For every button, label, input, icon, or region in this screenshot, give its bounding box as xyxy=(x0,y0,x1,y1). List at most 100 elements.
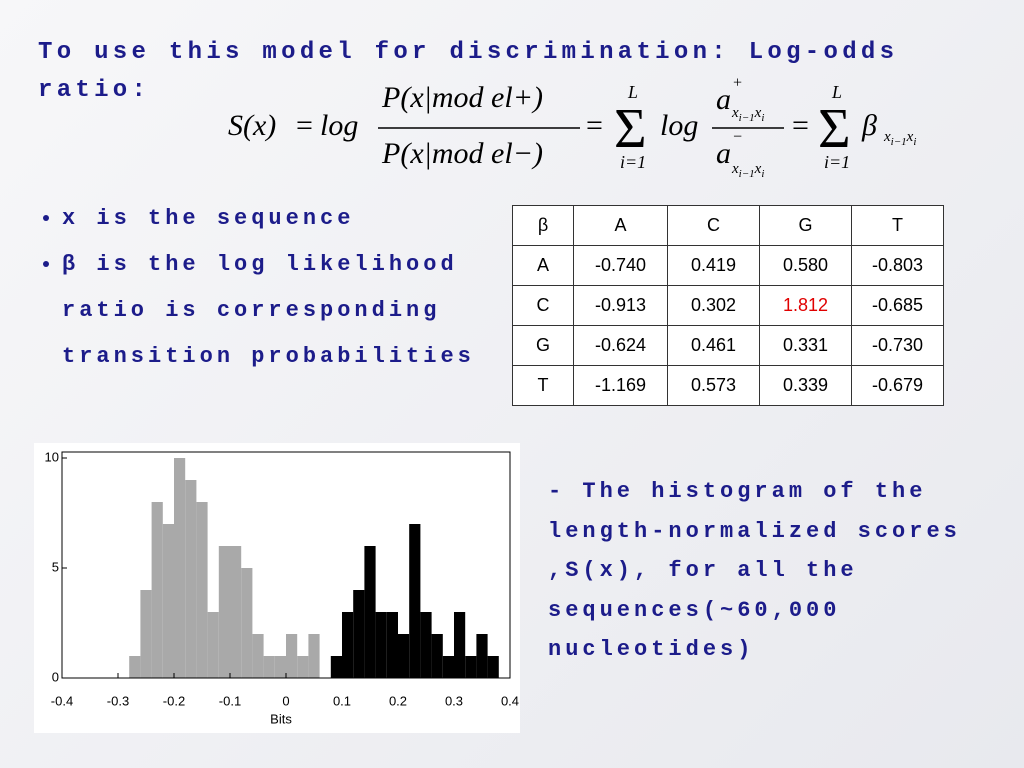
x-tick-label: 0.2 xyxy=(389,693,407,708)
hist-bar xyxy=(274,656,286,678)
caption-line: - The histogram of the xyxy=(548,479,927,504)
bullet: β is the log likelihood ratio is corresp… xyxy=(62,242,532,380)
eq-subscript: i−1 xyxy=(739,168,755,180)
table-cell: 0.419 xyxy=(667,245,760,286)
x-axis-label: Bits xyxy=(270,711,292,726)
table-cell: C xyxy=(512,285,574,326)
beta-table: β A C G T A -0.740 0.419 0.580 -0.803 C -0.913 0.302… xyxy=(512,205,944,406)
table-cell: 0.461 xyxy=(667,325,760,366)
x-tick-label: 0.1 xyxy=(333,693,351,708)
x-tick-label: -0.1 xyxy=(219,693,241,708)
hist-bar xyxy=(442,656,454,678)
bullet: x is the sequence xyxy=(62,196,532,242)
bullet-list: x is the sequence β is the log likelihoo… xyxy=(40,196,532,380)
eq-subscript: x xyxy=(906,129,914,145)
eq-text: P(x|mod el+) xyxy=(381,81,543,114)
table-header-cell: β xyxy=(512,205,574,246)
eq-subscript: x xyxy=(754,161,762,177)
hist-bar xyxy=(252,634,264,678)
hist-bar xyxy=(409,524,421,678)
eq-text: P(x|mod el−) xyxy=(381,137,543,170)
table-cell: 0.573 xyxy=(667,365,760,406)
x-tick-label: -0.3 xyxy=(107,693,129,708)
table-cell: A xyxy=(512,245,574,286)
eq-subscript: x xyxy=(883,129,891,145)
hist-bar xyxy=(151,502,163,678)
eq-text: i=1 xyxy=(620,152,646,172)
table-cell: 1.812 xyxy=(759,285,852,326)
eq-subscript: i−1 xyxy=(739,112,755,124)
eq-text: log xyxy=(660,109,698,142)
equation: S(x) = log P(x|mod el+) P(x|mod el−) = L… xyxy=(228,75,916,180)
caption-line: length-normalized scores xyxy=(548,518,961,544)
eq-text: xi−1xi xyxy=(883,129,916,147)
hist-bar xyxy=(297,656,309,678)
eq-text: L xyxy=(627,82,638,102)
eq-subscript: i xyxy=(913,136,916,148)
table-cell: -0.624 xyxy=(573,325,668,366)
table-row: T -1.169 0.573 0.339 -0.679 xyxy=(512,365,944,406)
caption-line: nucleotides) xyxy=(548,637,755,662)
eq-text: = xyxy=(586,109,603,142)
table-cell: -0.740 xyxy=(573,245,668,286)
hist-bar xyxy=(241,568,253,678)
table-cell: -1.169 xyxy=(573,365,668,406)
eq-text: = xyxy=(296,109,313,142)
hist-bar xyxy=(185,480,197,678)
table-cell: -0.685 xyxy=(851,285,944,326)
eq-subscript: i−1 xyxy=(891,136,907,148)
hist-bar xyxy=(230,546,242,678)
y-tick-label: 0 xyxy=(52,669,59,684)
histogram: 0 5 10 -0.4 -0.3 -0.2 -0.1 0 0.1 0.2 0.3 0.4 Bits xyxy=(34,443,520,733)
x-tick-label: -0.2 xyxy=(163,693,185,708)
hist-bar xyxy=(129,656,141,678)
x-tick-label: 0.4 xyxy=(501,693,519,708)
eq-text: − xyxy=(732,129,743,146)
table-cell: G xyxy=(512,325,574,366)
eq-text: L xyxy=(831,82,842,102)
caption-line: ,S(x), for all the xyxy=(548,558,858,583)
hist-bar xyxy=(342,612,354,678)
table-cell: -0.730 xyxy=(851,325,944,366)
hist-bar xyxy=(140,590,152,678)
table-cell: T xyxy=(512,365,574,406)
table-cell: 0.580 xyxy=(759,245,852,286)
hist-bar xyxy=(375,612,387,678)
eq-text: a xyxy=(716,83,731,116)
table-cell: -0.679 xyxy=(851,365,944,406)
eq-text: log xyxy=(320,109,358,142)
y-tick-label: 10 xyxy=(45,449,59,464)
eq-subscript: x xyxy=(754,105,762,121)
hist-bar xyxy=(218,546,230,678)
eq-text: S(x) xyxy=(228,109,276,142)
table-row: G -0.624 0.461 0.331 -0.730 xyxy=(512,325,944,366)
table-row: A -0.740 0.419 0.580 -0.803 xyxy=(512,245,944,286)
hist-bar xyxy=(207,612,219,678)
eq-text: a xyxy=(716,137,731,170)
x-tick-label: 0.3 xyxy=(445,693,463,708)
hist-bar xyxy=(286,634,298,678)
table-cell: 0.339 xyxy=(759,365,852,406)
x-tick-label: -0.4 xyxy=(51,693,73,708)
eq-subscript: i xyxy=(761,168,764,180)
table-header-cell: C xyxy=(667,205,760,246)
heading: To use this model for discrimination: Lo… xyxy=(38,39,899,104)
hist-bar xyxy=(162,524,174,678)
eq-text: Σ xyxy=(614,98,647,160)
hist-bar xyxy=(308,634,320,678)
x-tick-label: 0 xyxy=(282,693,289,708)
y-tick-label: 5 xyxy=(52,559,59,574)
hist-bar xyxy=(196,502,208,678)
caption-line: sequences(~60,000 xyxy=(548,597,841,623)
eq-subscript: i xyxy=(761,112,764,124)
eq-text: + xyxy=(732,75,743,92)
table-row: C -0.913 0.302 1.812 -0.685 xyxy=(512,285,944,326)
hist-bar xyxy=(386,612,398,678)
table-cell: -0.913 xyxy=(573,285,668,326)
hist-bar xyxy=(398,634,410,678)
hist-bar xyxy=(454,612,466,678)
caption: - The histogram of the length-normalized … xyxy=(548,472,961,670)
hist-bar xyxy=(487,656,499,678)
